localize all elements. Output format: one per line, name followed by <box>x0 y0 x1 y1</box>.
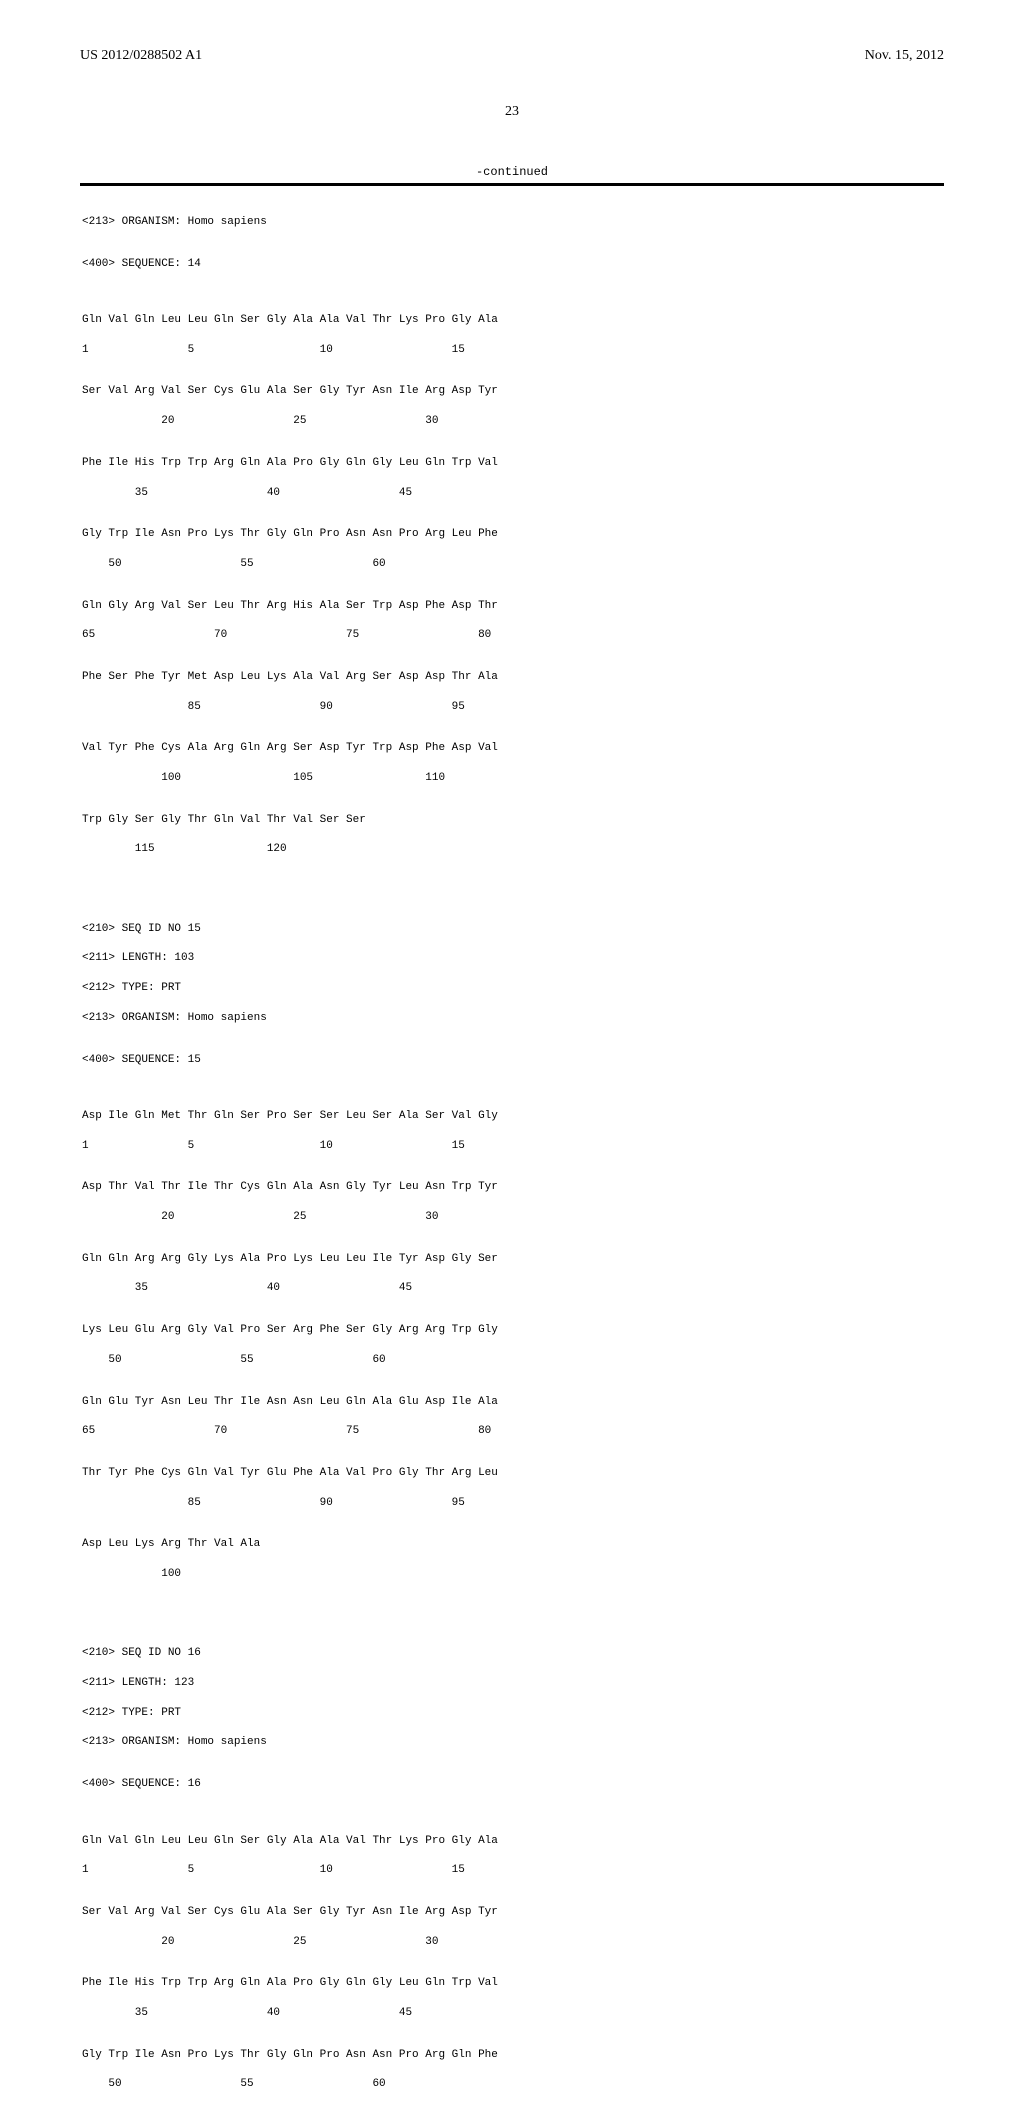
seq14-pos-row: 85 90 95 <box>82 700 944 715</box>
seq16-aa-row: Gly Trp Ile Asn Pro Lys Thr Gly Gln Pro … <box>82 2048 944 2063</box>
seq15-pos-row: 85 90 95 <box>82 1496 944 1511</box>
continued-label: -continued <box>80 165 944 179</box>
seq14-aa-row: Trp Gly Ser Gly Thr Gln Val Thr Val Ser … <box>82 813 944 828</box>
seq14-aa-row: Phe Ile His Trp Trp Arg Gln Ala Pro Gly … <box>82 456 944 471</box>
seq15-aa-row: Asp Thr Val Thr Ile Thr Cys Gln Ala Asn … <box>82 1180 944 1195</box>
seq14-pos-row: 50 55 60 <box>82 557 944 572</box>
seq15-pos-row: 20 25 30 <box>82 1210 944 1225</box>
seq16-type: <212> TYPE: PRT <box>82 1706 944 1721</box>
seq16-pos-row: 50 55 60 <box>82 2077 944 2092</box>
page-header: US 2012/0288502 A1 Nov. 15, 2012 <box>80 48 944 64</box>
seq15-organism: <213> ORGANISM: Homo sapiens <box>82 1011 944 1026</box>
seq16-pos-row: 35 40 45 <box>82 2006 944 2021</box>
seq15-pos-row: 100 <box>82 1567 944 1582</box>
seq14-pos-row: 35 40 45 <box>82 486 944 501</box>
seq14-pos-row: 100 105 110 <box>82 771 944 786</box>
seq16-id: <210> SEQ ID NO 16 <box>82 1646 944 1661</box>
seq14-tag: <400> SEQUENCE: 14 <box>82 257 944 272</box>
seq15-length: <211> LENGTH: 103 <box>82 951 944 966</box>
seq14-aa-row: Gln Val Gln Leu Leu Gln Ser Gly Ala Ala … <box>82 313 944 328</box>
seq15-aa-row: Asp Leu Lys Arg Thr Val Ala <box>82 1537 944 1552</box>
page-number: 23 <box>80 104 944 120</box>
seq16-aa-row: Phe Ile His Trp Trp Arg Gln Ala Pro Gly … <box>82 1976 944 1991</box>
seq15-id: <210> SEQ ID NO 15 <box>82 922 944 937</box>
seq15-aa-row: Thr Tyr Phe Cys Gln Val Tyr Glu Phe Ala … <box>82 1466 944 1481</box>
seq14-aa-row: Phe Ser Phe Tyr Met Asp Leu Lys Ala Val … <box>82 670 944 685</box>
seq15-aa-row: Asp Ile Gln Met Thr Gln Ser Pro Ser Ser … <box>82 1109 944 1124</box>
seq16-aa-row: Gln Val Gln Leu Leu Gln Ser Gly Ala Ala … <box>82 1834 944 1849</box>
seq16-pos-row: 1 5 10 15 <box>82 1863 944 1878</box>
seq14-aa-row: Ser Val Arg Val Ser Cys Glu Ala Ser Gly … <box>82 384 944 399</box>
seq15-pos-row: 50 55 60 <box>82 1353 944 1368</box>
seq14-pos-row: 20 25 30 <box>82 414 944 429</box>
seq14-aa-row: Gly Trp Ile Asn Pro Lys Thr Gly Gln Pro … <box>82 527 944 542</box>
seq16-pos-row: 20 25 30 <box>82 1935 944 1950</box>
publication-date: Nov. 15, 2012 <box>865 48 944 64</box>
seq14-aa-row: Gln Gly Arg Val Ser Leu Thr Arg His Ala … <box>82 599 944 614</box>
sequence-listing: <213> ORGANISM: Homo sapiens <400> SEQUE… <box>82 200 944 2107</box>
seq15-pos-row: 35 40 45 <box>82 1281 944 1296</box>
seq14-pos-row: 65 70 75 80 <box>82 628 944 643</box>
seq16-length: <211> LENGTH: 123 <box>82 1676 944 1691</box>
publication-number: US 2012/0288502 A1 <box>80 48 202 64</box>
seq15-pos-row: 65 70 75 80 <box>82 1424 944 1439</box>
rule-top <box>80 183 944 186</box>
seq14-pos-row: 1 5 10 15 <box>82 343 944 358</box>
seq15-aa-row: Lys Leu Glu Arg Gly Val Pro Ser Arg Phe … <box>82 1323 944 1338</box>
seq15-tag: <400> SEQUENCE: 15 <box>82 1053 944 1068</box>
seq15-aa-row: Gln Glu Tyr Asn Leu Thr Ile Asn Asn Leu … <box>82 1395 944 1410</box>
seq14-organism: <213> ORGANISM: Homo sapiens <box>82 215 944 230</box>
seq16-organism: <213> ORGANISM: Homo sapiens <box>82 1735 944 1750</box>
seq16-aa-row: Ser Val Arg Val Ser Cys Glu Ala Ser Gly … <box>82 1905 944 1920</box>
seq15-pos-row: 1 5 10 15 <box>82 1139 944 1154</box>
seq16-tag: <400> SEQUENCE: 16 <box>82 1777 944 1792</box>
seq14-pos-row: 115 120 <box>82 842 944 857</box>
seq15-aa-row: Gln Gln Arg Arg Gly Lys Ala Pro Lys Leu … <box>82 1252 944 1267</box>
seq14-aa-row: Val Tyr Phe Cys Ala Arg Gln Arg Ser Asp … <box>82 741 944 756</box>
seq15-type: <212> TYPE: PRT <box>82 981 944 996</box>
